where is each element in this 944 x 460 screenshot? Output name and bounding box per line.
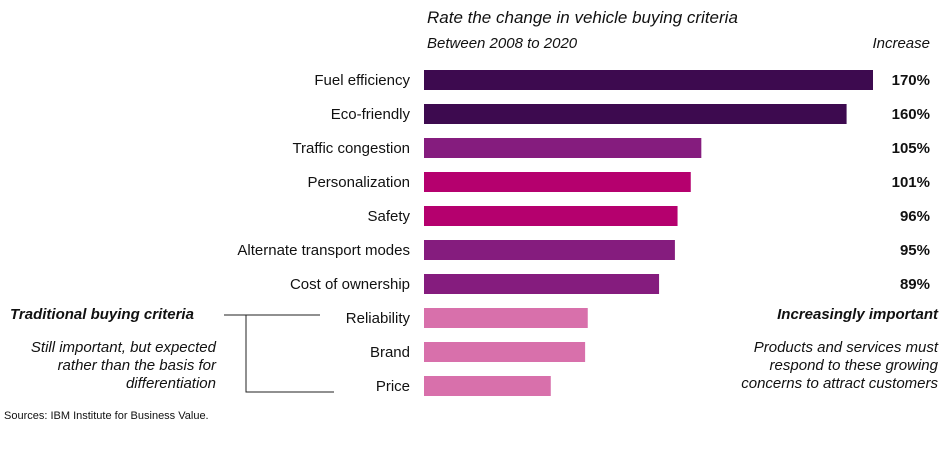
chart-subtitle: Between 2008 to 2020 <box>427 35 578 52</box>
value-label: 160% <box>892 106 930 123</box>
bar-reliability <box>424 308 588 328</box>
value-label: 89% <box>900 276 930 293</box>
category-label: Traffic congestion <box>292 140 410 157</box>
category-label: Price <box>376 378 410 395</box>
bar-eco-friendly <box>424 104 847 124</box>
category-label: Alternate transport modes <box>237 242 410 259</box>
category-label: Cost of ownership <box>290 276 410 293</box>
category-label: Eco-friendly <box>331 106 411 123</box>
bar-alternate-transport-modes <box>424 240 675 260</box>
value-label: 101% <box>892 174 930 191</box>
chart-title: Rate the change in vehicle buying criter… <box>427 8 738 27</box>
traditional-criteria-title: Traditional buying criteria <box>10 306 194 323</box>
bracket-line <box>224 314 334 393</box>
increasingly-important-note: Products and services must respond to th… <box>741 339 938 392</box>
traditional-criteria-note: Still important, but expected rather tha… <box>30 339 216 392</box>
category-label: Safety <box>367 208 410 225</box>
category-label: Personalization <box>307 174 410 191</box>
value-label: 96% <box>900 208 930 225</box>
value-label: 95% <box>900 242 930 259</box>
bar-price <box>424 376 551 396</box>
increasingly-important-title: Increasingly important <box>777 306 938 323</box>
category-label: Brand <box>370 344 410 361</box>
bar-personalization <box>424 172 691 192</box>
bar-safety <box>424 206 678 226</box>
bar-fuel-efficiency <box>424 70 873 90</box>
category-label: Reliability <box>346 310 411 327</box>
value-label: 170% <box>892 72 930 89</box>
source-note: Sources: IBM Institute for Business Valu… <box>4 410 209 422</box>
bar-brand <box>424 342 586 362</box>
category-label: Fuel efficiency <box>314 72 410 89</box>
bar-cost-of-ownership <box>424 274 660 294</box>
bar-traffic-congestion <box>424 138 702 158</box>
value-column-header: Increase <box>872 35 930 52</box>
value-label: 105% <box>892 140 930 157</box>
